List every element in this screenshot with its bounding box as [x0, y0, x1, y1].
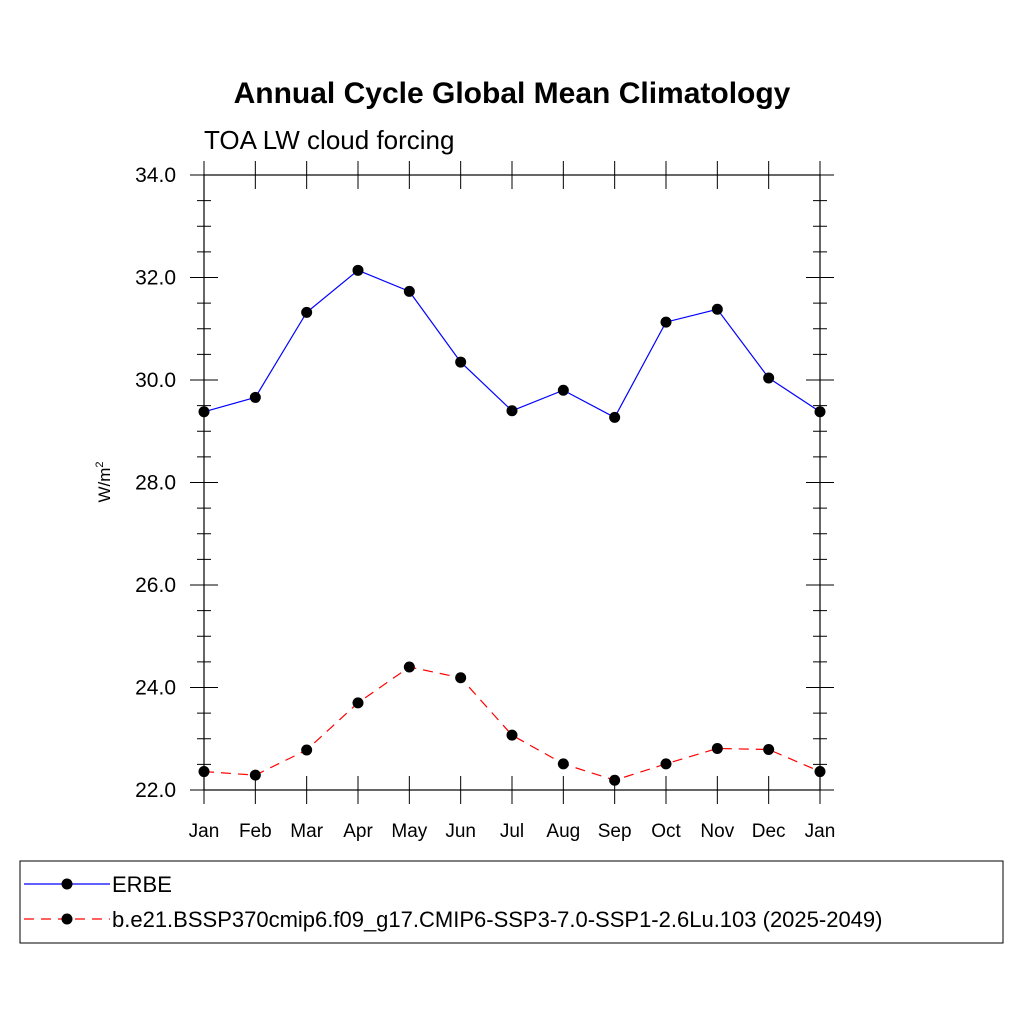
series-2-point [506, 729, 518, 741]
y-tick-label: 34.0 [135, 164, 176, 187]
plot-frame [203, 174, 821, 791]
y-axis-label-superscript: 2 [94, 461, 106, 467]
y-tick-label: 26.0 [135, 574, 176, 597]
legend-marker-1 [61, 878, 73, 890]
series-2-point [249, 769, 261, 781]
series-1-point [557, 384, 569, 396]
chart-subtitle: TOA LW cloud forcing [204, 125, 454, 155]
series-1-point [249, 391, 261, 403]
legend-label-2: b.e21.BSSP370cmip6.f09_g17.CMIP6-SSP3-7.… [112, 907, 882, 932]
series-2-point [403, 661, 415, 673]
x-tick-label: Jan [189, 821, 220, 842]
series-2-point [763, 744, 775, 756]
series-2-point [352, 697, 364, 709]
series-1-point [660, 316, 672, 328]
chart-title: Annual Cycle Global Mean Climatology [234, 77, 791, 110]
series-2-point [660, 758, 672, 770]
y-axis-label-text: W/m [95, 468, 114, 503]
x-tick-label: May [391, 821, 427, 842]
series-1-point [455, 356, 467, 368]
legend-label-1: ERBE [112, 872, 172, 897]
series-1-point [403, 285, 415, 297]
series-line-2 [203, 666, 821, 781]
series-1-point [301, 306, 313, 318]
y-tick-label: 24.0 [135, 677, 176, 700]
x-tick-label: Feb [239, 821, 272, 842]
legend-box [19, 860, 1004, 944]
series-layer [198, 264, 826, 786]
series-2-point [198, 766, 210, 778]
series-2-point [557, 758, 569, 770]
series-2-point [814, 766, 826, 778]
x-tick-label: Nov [700, 821, 734, 842]
series-2-point [455, 672, 467, 684]
series-1-point [198, 406, 210, 418]
y-tick-label: 22.0 [135, 779, 176, 802]
series-1-point [609, 411, 621, 423]
series-2-point [301, 744, 313, 756]
y-axis-label: W/m2 [94, 461, 114, 502]
series-1-point [814, 406, 826, 418]
y-tick-label: 28.0 [135, 472, 176, 495]
series-1-point [352, 264, 364, 276]
x-tick-label: Dec [752, 821, 786, 842]
x-tick-label: Apr [343, 821, 373, 842]
legend: ERBE b.e21.BSSP370cmip6.f09_g17.CMIP6-SSP… [19, 860, 1004, 944]
axes: 22.0 24.0 26.0 28.0 30.0 32.0 34.0 Jan Feb Mar Apr… [135, 161, 835, 842]
series-2-point [711, 742, 723, 754]
series-1-point [506, 405, 518, 417]
x-tick-label: Mar [290, 821, 323, 842]
series-1-point [711, 303, 723, 315]
x-tick-label: Oct [651, 821, 681, 842]
x-tick-label: Jul [500, 821, 524, 842]
y-tick-label: 32.0 [135, 267, 176, 290]
legend-marker-2 [61, 913, 73, 925]
x-tick-label: Jan [805, 821, 836, 842]
x-tick-label: Sep [598, 821, 632, 842]
series-line-1 [203, 269, 821, 419]
series-2-point [609, 774, 621, 786]
series-1-point [763, 372, 775, 384]
y-tick-label: 30.0 [135, 369, 176, 392]
x-tick-label: Aug [546, 821, 580, 842]
x-tick-label: Jun [445, 821, 476, 842]
